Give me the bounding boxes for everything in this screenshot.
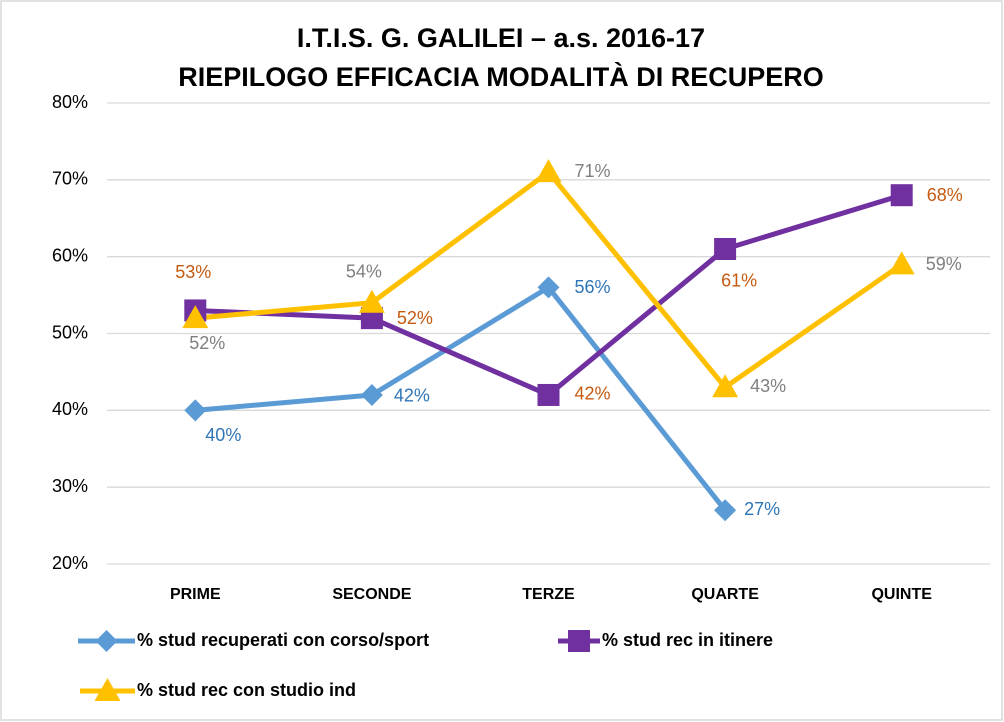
data-label: 42%: [575, 384, 611, 404]
data-label: 40%: [205, 425, 241, 445]
data-label: 53%: [175, 262, 211, 282]
data-label: 27%: [744, 499, 780, 519]
data-label: 59%: [926, 254, 962, 274]
marker: [537, 276, 560, 299]
marker: [184, 399, 207, 422]
legend-label: % stud rec con studio ind: [137, 680, 356, 700]
data-label: 52%: [189, 333, 225, 353]
marker: [358, 289, 385, 313]
marker: [712, 374, 739, 398]
y-tick-label: 70%: [52, 169, 88, 189]
legend-marker: [568, 630, 590, 652]
marker: [535, 159, 562, 183]
y-tick-label: 80%: [52, 92, 88, 112]
legend-marker: [95, 630, 118, 652]
x-tick-label: QUINTE: [871, 586, 932, 603]
data-label: 68%: [927, 185, 963, 205]
marker: [888, 251, 915, 275]
marker: [182, 305, 209, 329]
data-label: 52%: [397, 308, 433, 328]
chart-subtitle: RIEPILOGO EFFICACIA MODALITÀ DI RECUPERO: [178, 61, 824, 92]
marker: [537, 383, 560, 406]
legend-marker: [94, 678, 121, 701]
x-tick-label: TERZE: [522, 586, 575, 603]
y-tick-label: 50%: [52, 322, 88, 342]
y-tick-label: 20%: [52, 553, 88, 573]
legend-label: % stud rec in itinere: [602, 630, 773, 650]
data-label: 61%: [721, 271, 757, 291]
x-tick-label: PRIME: [170, 586, 221, 603]
marker: [360, 383, 383, 406]
x-tick-label: QUARTE: [691, 586, 759, 603]
legend-label: % stud recuperati con corso/sport: [137, 630, 429, 650]
chart-title: I.T.I.S. G. GALILEI – a.s. 2016-17: [297, 23, 705, 53]
x-tick-label: SECONDE: [332, 586, 411, 603]
data-label: 71%: [575, 161, 611, 181]
series-line: [195, 284, 728, 512]
marker: [714, 499, 737, 522]
y-tick-label: 60%: [52, 245, 88, 265]
marker: [890, 184, 913, 207]
y-tick-label: 40%: [52, 399, 88, 419]
data-label: 56%: [575, 277, 611, 297]
marker: [714, 237, 737, 260]
data-label: 54%: [346, 262, 382, 282]
data-label: 43%: [750, 376, 786, 396]
data-label: 42%: [394, 386, 430, 406]
y-tick-label: 30%: [52, 476, 88, 496]
